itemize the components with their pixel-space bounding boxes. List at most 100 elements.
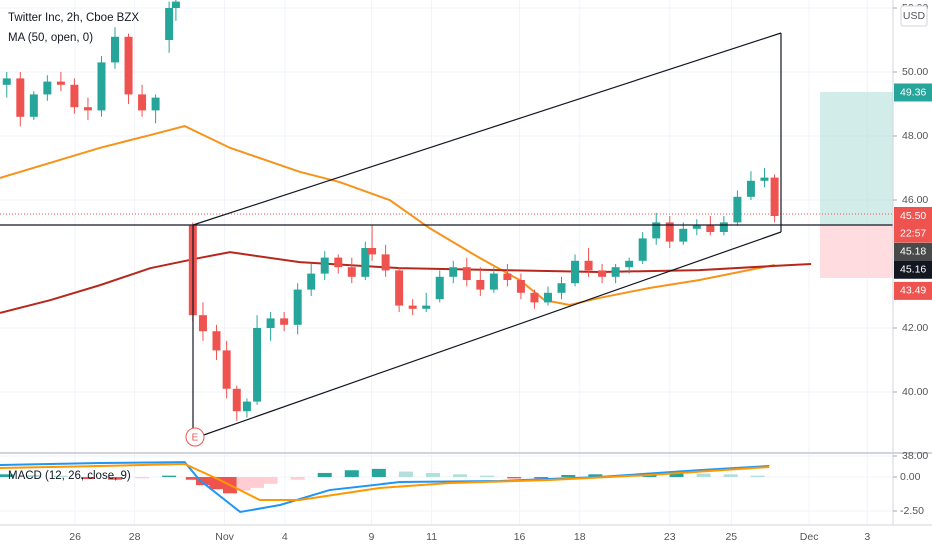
macd-histogram-bar bbox=[696, 473, 711, 478]
candle-body bbox=[320, 257, 329, 274]
macd-histogram-bar bbox=[425, 472, 440, 478]
price-label-box bbox=[894, 224, 932, 243]
candle-body bbox=[489, 273, 498, 290]
y-tick-label: 50.00 bbox=[902, 66, 928, 78]
macd-histogram-bar bbox=[371, 468, 386, 478]
candle-body bbox=[368, 248, 377, 255]
macd-histogram-bar bbox=[398, 471, 413, 478]
macd-histogram-bar bbox=[669, 472, 684, 478]
candle-body bbox=[83, 107, 92, 111]
candle-body bbox=[361, 248, 370, 277]
candle-body bbox=[232, 388, 241, 412]
macd-histogram-bar bbox=[453, 474, 468, 478]
trend-line-upper bbox=[192, 32, 782, 226]
macd-histogram-bar bbox=[344, 470, 359, 478]
x-tick-label: 16 bbox=[514, 531, 526, 543]
candle-body bbox=[733, 196, 742, 223]
candle-body bbox=[2, 78, 11, 85]
indicator-label: MA (50, open, 0) bbox=[8, 32, 93, 44]
x-tick-label: 26 bbox=[69, 531, 81, 543]
earnings-marker-label: E bbox=[192, 433, 199, 444]
y-tick-label: 40.00 bbox=[902, 386, 928, 398]
macd-histogram-bar bbox=[185, 477, 200, 480]
candle-body bbox=[381, 254, 390, 271]
candle-body bbox=[111, 36, 120, 63]
candle-body bbox=[449, 267, 458, 277]
stop-zone bbox=[820, 225, 893, 278]
macd-histogram-bar bbox=[723, 474, 738, 478]
currency-box[interactable] bbox=[900, 5, 928, 27]
candle-body bbox=[746, 180, 755, 197]
candle-body bbox=[293, 289, 302, 325]
y-tick-label: -2.50 bbox=[900, 505, 924, 517]
candle-body bbox=[706, 225, 715, 232]
candle-body bbox=[171, 1, 180, 8]
grid bbox=[0, 0, 893, 525]
price-label-box bbox=[894, 281, 932, 300]
earnings-marker[interactable] bbox=[185, 427, 205, 447]
candle-body bbox=[334, 257, 343, 268]
macd-histogram-bar bbox=[317, 472, 332, 478]
macd-histogram-bar bbox=[236, 477, 251, 491]
macd-histogram-bar bbox=[480, 475, 495, 478]
macd-histogram-bar bbox=[80, 477, 95, 480]
candle-body bbox=[476, 280, 485, 290]
candle-body bbox=[770, 177, 779, 216]
candle-body bbox=[212, 331, 221, 351]
x-tick-label: 3 bbox=[864, 531, 870, 543]
x-tick-label: 18 bbox=[574, 531, 586, 543]
price-label-box bbox=[894, 83, 932, 102]
candle-body bbox=[222, 350, 231, 389]
price-label: 43.49 bbox=[900, 285, 926, 297]
macd-histogram-bar bbox=[263, 477, 278, 484]
candle-body bbox=[638, 238, 647, 261]
candle-body bbox=[557, 283, 566, 293]
price-label: 45.16 bbox=[900, 264, 926, 276]
candle-body bbox=[422, 305, 431, 309]
price-label: 22:57 bbox=[900, 227, 926, 239]
candle-body bbox=[242, 401, 251, 412]
candle-body bbox=[435, 276, 444, 300]
x-tick-label: 9 bbox=[368, 531, 374, 543]
target-zone bbox=[820, 92, 893, 225]
macd-histogram-bar bbox=[588, 474, 603, 478]
candle-body bbox=[70, 84, 79, 108]
candle-body bbox=[625, 260, 634, 268]
candle-body bbox=[503, 273, 512, 280]
candle-body bbox=[584, 260, 593, 271]
candle-body bbox=[165, 8, 174, 40]
x-tick-label: 28 bbox=[129, 531, 141, 543]
macd-histogram-bar bbox=[53, 475, 68, 478]
macd-histogram-bar bbox=[250, 477, 265, 488]
drawings bbox=[0, 32, 893, 438]
y-tick-label: 42.00 bbox=[902, 322, 928, 334]
y-tick-label: 46.00 bbox=[902, 194, 928, 206]
price-label-box bbox=[894, 242, 932, 261]
macd-histogram-bar bbox=[561, 474, 576, 478]
macd-histogram-bar bbox=[162, 475, 177, 478]
macd-histogram-bar bbox=[108, 477, 123, 480]
y-tick-label: 0.00 bbox=[900, 471, 921, 483]
y-tick-label: 38.00 bbox=[902, 450, 928, 462]
candle-body bbox=[760, 177, 769, 181]
price-label-box bbox=[894, 207, 932, 225]
macd-histogram-bar bbox=[290, 477, 305, 480]
candle-body bbox=[462, 267, 471, 280]
candle-body bbox=[347, 267, 356, 277]
moving-average bbox=[0, 125, 775, 306]
candle-body bbox=[652, 222, 661, 239]
x-tick-label: Nov bbox=[215, 531, 234, 543]
chart-title: Twitter Inc, 2h, Cboe BZX bbox=[8, 12, 139, 24]
plot bbox=[0, 0, 812, 514]
macd-histogram-bar bbox=[135, 477, 150, 479]
candle-body bbox=[719, 222, 728, 232]
candle-body bbox=[692, 225, 701, 229]
x-tick-label: Dec bbox=[800, 531, 819, 543]
price-label: 45.50 bbox=[900, 210, 926, 222]
x-tick-label: 4 bbox=[282, 531, 288, 543]
candle-body bbox=[97, 62, 106, 111]
candle-body bbox=[571, 260, 580, 284]
price-label-box bbox=[894, 260, 932, 279]
candle-body bbox=[408, 305, 417, 309]
candle-body bbox=[29, 94, 38, 117]
